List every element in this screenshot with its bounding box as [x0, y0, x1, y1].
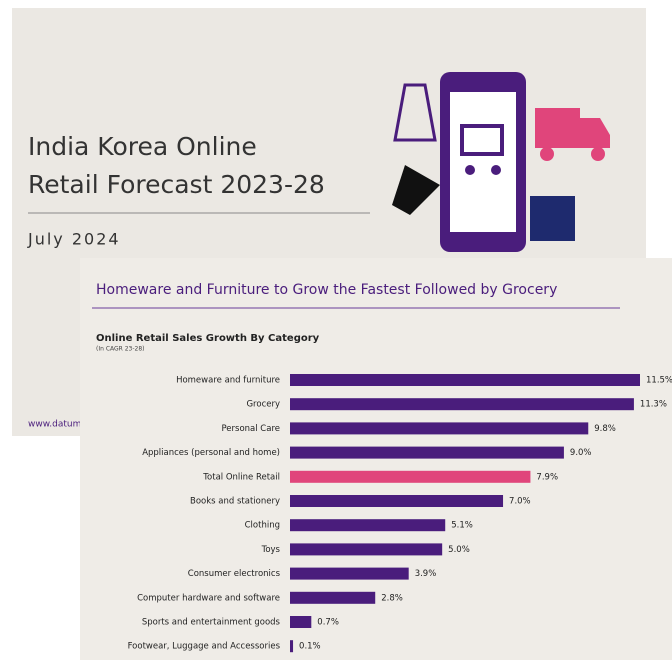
chart-subtitle: (In CAGR 23-28) [96, 346, 145, 353]
category-label: Books and stationery [190, 497, 280, 507]
category-label: Toys [261, 545, 281, 555]
plot: Homeware and furniture 11.5% Grocery 11.3% P… [128, 374, 672, 653]
value-label: 5.0% [448, 545, 470, 555]
cover-date: July 2024 [27, 230, 121, 249]
cover-url: www.datumir [28, 420, 88, 430]
bar [290, 398, 634, 411]
value-label: 7.0% [509, 497, 531, 507]
category-label: Total Online Retail [202, 472, 280, 482]
cover-title: Retail Forecast 2023-28 [28, 170, 325, 199]
value-label: 7.9% [536, 472, 558, 482]
value-label: 9.0% [570, 448, 592, 458]
value-label: 5.1% [451, 521, 473, 531]
value-label: 3.9% [415, 569, 437, 579]
category-label: Sports and entertainment goods [142, 618, 281, 628]
category-label: Computer hardware and software [137, 593, 280, 603]
bar [290, 422, 589, 435]
bar [290, 640, 294, 653]
value-label: 9.8% [594, 424, 616, 434]
value-label: 0.1% [299, 642, 321, 652]
bar [290, 616, 312, 628]
value-label: 11.3% [640, 400, 667, 410]
category-label: Appliances (personal and home) [142, 448, 280, 458]
bar [290, 446, 564, 459]
category-label: Grocery [246, 400, 280, 410]
chart-title: Online Retail Sales Growth By Category [96, 333, 320, 344]
slide-headline: Homeware and Furniture to Grow the Faste… [96, 282, 557, 298]
cover-title: India Korea Online [28, 132, 257, 161]
category-label: Homeware and furniture [176, 376, 280, 386]
cover-illustration [392, 72, 610, 252]
value-label: 0.7% [317, 618, 339, 628]
value-label: 11.5% [646, 376, 672, 386]
category-label: Personal Care [221, 424, 280, 434]
category-label: Consumer electronics [188, 569, 281, 579]
bar [290, 567, 409, 580]
slide [80, 258, 672, 660]
bar [290, 470, 531, 483]
value-label: 2.8% [381, 593, 403, 603]
bar [290, 495, 504, 507]
bar [290, 591, 376, 604]
category-label: Footwear, Luggage and Accessories [128, 642, 281, 652]
bar [290, 519, 446, 532]
category-label: Clothing [245, 521, 280, 531]
bar [290, 374, 640, 386]
bar [290, 543, 443, 556]
